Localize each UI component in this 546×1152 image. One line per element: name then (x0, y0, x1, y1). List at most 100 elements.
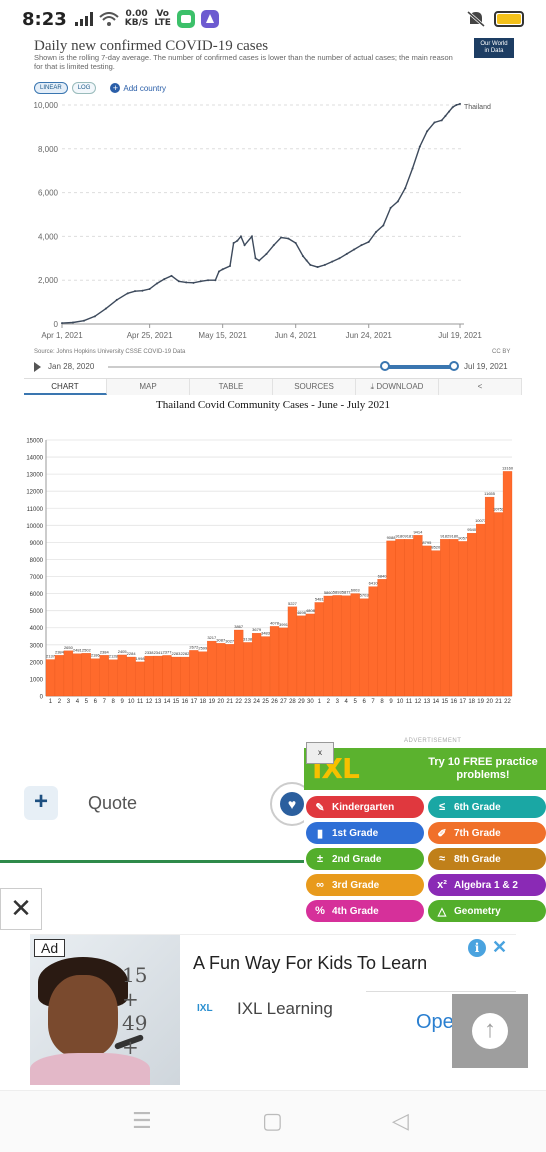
approx-icon: ≈ (438, 853, 446, 865)
x-tick-label: 23 (244, 699, 251, 705)
grade-label: 4th Grade (332, 905, 379, 917)
bar (269, 626, 280, 697)
timeline-start-handle[interactable] (380, 361, 390, 371)
x-tick-label: 14 (432, 699, 439, 705)
data-label: 2341 (154, 650, 164, 655)
grade-button[interactable]: ▮ 1st Grade (306, 822, 424, 844)
system-nav-bar: ☰ ▢ ◁ (0, 1090, 546, 1152)
back-icon[interactable]: ◁ (392, 1109, 409, 1134)
ixl-banner[interactable]: IXL Try 10 FREE practice problems! (304, 748, 546, 790)
data-point (141, 289, 144, 292)
line-chart[interactable]: 0 2,000 4,000 6,000 8,000 10,000 Apr 1, 2021 Ap… (0, 38, 546, 348)
add-quote-button[interactable]: + (24, 786, 58, 820)
timeline-track[interactable] (108, 366, 453, 368)
grade-label: 3rd Grade (332, 879, 380, 891)
y-tick-label: 4000 (30, 626, 44, 632)
x-tick-label: 8 (380, 699, 384, 705)
ad-open-button[interactable]: Ope (416, 1011, 454, 1033)
data-label: 2599 (198, 646, 208, 651)
y-tick-label: 5000 (30, 609, 44, 615)
owid-logo[interactable]: Our World in Data (474, 38, 514, 58)
data-point (305, 259, 308, 262)
x-tick-label: 7 (103, 699, 107, 705)
bar (162, 655, 172, 697)
data-point (214, 279, 217, 282)
banner-ad[interactable]: 15 + 49 + Ad A Fun Way For Kids To Learn… (30, 934, 516, 1085)
bar (54, 655, 65, 697)
linear-button[interactable]: LINEAR (34, 82, 68, 94)
data-label: 3217 (207, 635, 217, 640)
data-point (126, 292, 129, 295)
data-label: 9180 (449, 533, 459, 538)
data-label: 3087 (216, 637, 226, 642)
tab-download[interactable]: ⤓ DOWNLOAD (356, 379, 439, 395)
data-label: 2284 (127, 651, 137, 656)
bar (502, 471, 513, 697)
x-tick-label: 27 (280, 699, 287, 705)
ixl-close-button[interactable]: x (306, 742, 334, 764)
data-label: 2377 (163, 649, 173, 654)
timeline-end-handle[interactable] (449, 361, 459, 371)
grade-button[interactable]: x² Algebra 1 & 2 (428, 874, 546, 896)
bar (81, 653, 91, 697)
close-ad-button[interactable]: ✕ (0, 888, 42, 930)
grade-button[interactable]: ≈8th Grade (428, 848, 546, 870)
x-tick-label: 2 (58, 699, 62, 705)
bar (278, 627, 289, 697)
infinity-icon: ∞ (316, 879, 324, 891)
data-label: 13160 (502, 465, 514, 470)
bar (45, 659, 56, 697)
home-icon[interactable]: ▢ (262, 1109, 283, 1134)
app-notification-icon (200, 10, 219, 28)
x-tick-label: 20 (486, 699, 493, 705)
x-tick-label: 25 (262, 699, 269, 705)
menu-icon[interactable]: ☰ (132, 1109, 152, 1134)
grade-button[interactable]: ≤6th Grade (428, 796, 546, 818)
x-tick-label: 17 (191, 699, 198, 705)
ad-headline[interactable]: A Fun Way For Kids To Learn (193, 953, 428, 973)
ixl-ad[interactable]: ADVERTISEMENT IXL Try 10 FREE practice p… (304, 734, 546, 930)
grade-label: 1st Grade (332, 827, 379, 839)
data-label: 3991 (279, 622, 289, 627)
data-point (258, 259, 261, 262)
y-tick-label: 13000 (26, 473, 43, 479)
scroll-to-top-button[interactable]: ↑ (452, 994, 528, 1068)
grade-button[interactable]: ✐ 7th Grade (428, 822, 546, 844)
tab-sources[interactable]: SOURCES (273, 379, 356, 395)
data-label: 4698 (297, 610, 307, 615)
grade-button[interactable]: ±2nd Grade (306, 848, 424, 870)
tab-map[interactable]: MAP (107, 379, 190, 395)
tab-chart[interactable]: CHART (24, 379, 107, 395)
data-label: 9181 (404, 533, 414, 538)
bar-chart[interactable]: 0 1000 2000 3000 4000 5000 6000 7000 8000 9000 100… (0, 396, 546, 708)
tab-table[interactable]: TABLE (190, 379, 273, 395)
bar (386, 540, 396, 697)
tab-share[interactable]: < (439, 379, 522, 395)
chart-title: Daily new confirmed COVID-19 cases (34, 38, 269, 54)
add-country-button[interactable]: + Add country (110, 83, 166, 93)
data-point (294, 241, 297, 244)
grade-button[interactable]: △ Geometry (428, 900, 546, 922)
grade-button[interactable]: ✎ Kindergarten (306, 796, 424, 818)
grade-button[interactable]: % 4th Grade (306, 900, 424, 922)
bar (368, 586, 378, 697)
x-tick-label: 2 (327, 699, 331, 705)
data-point (404, 187, 407, 190)
ad-info-icon[interactable]: i (468, 939, 486, 957)
log-button[interactable]: LOG (71, 82, 97, 94)
grade-button[interactable]: ∞ 3rd Grade (306, 874, 424, 896)
ad-close-icon[interactable]: ✕ (492, 937, 508, 957)
y-tick-label: 4,000 (38, 232, 59, 241)
x-tick-label: 13 (155, 699, 162, 705)
data-point (243, 244, 246, 247)
data-label: 5481 (315, 596, 325, 601)
chart-license[interactable]: CC BY (492, 349, 511, 355)
bar (260, 636, 271, 697)
data-point (316, 266, 319, 269)
play-icon[interactable] (34, 362, 41, 372)
ad-image[interactable]: 15 + 49 + Ad (30, 935, 180, 1085)
x-tick-label: 10 (128, 699, 135, 705)
ad-badge: Ad (34, 939, 66, 957)
x-tick-label: 12 (415, 699, 422, 705)
quote-label[interactable]: Quote (88, 792, 138, 813)
